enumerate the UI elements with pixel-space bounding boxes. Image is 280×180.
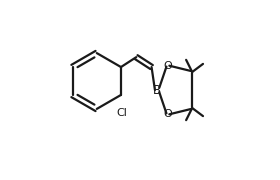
Text: O: O	[164, 109, 172, 119]
Text: O: O	[164, 61, 172, 71]
Text: B: B	[153, 84, 161, 96]
Text: Cl: Cl	[116, 108, 127, 118]
